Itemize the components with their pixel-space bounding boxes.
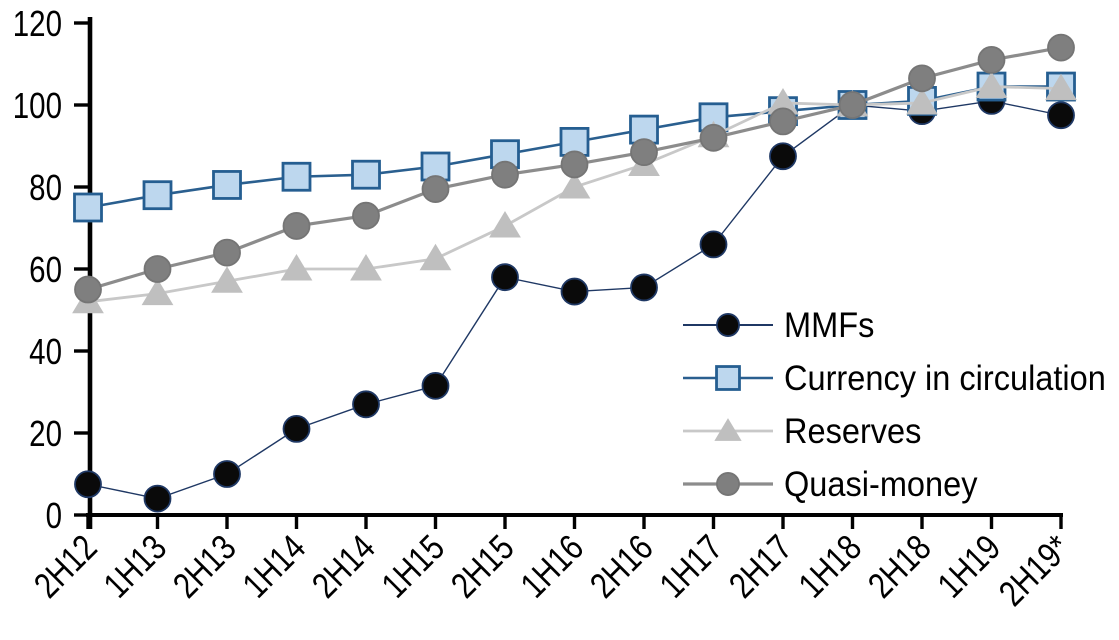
data-point-quasi-money (699, 123, 728, 152)
series-quasi-money (74, 33, 1075, 304)
data-point-mmfs (352, 390, 380, 419)
x-tick-label: 2H13 (165, 527, 243, 605)
x-tick-label: 1H19 (929, 527, 1007, 605)
data-point-quasi-money (560, 150, 589, 179)
data-point-reserves (141, 278, 174, 306)
legend-marker-currency-in-circulation (715, 365, 741, 391)
data-point-quasi-money (213, 238, 241, 267)
legend-label: MMFs (784, 306, 874, 345)
x-tick-label: 1H13 (95, 527, 173, 605)
legend-label: Reserves (784, 412, 921, 451)
y-tick-label: 60 (29, 249, 62, 289)
data-point-currency-in-circulation (351, 159, 381, 190)
data-point-quasi-money (282, 212, 311, 240)
data-point-quasi-money (74, 275, 102, 304)
x-tick-label: 1H14 (234, 527, 312, 605)
data-point-quasi-money (630, 138, 658, 167)
data-point-mmfs (699, 230, 728, 259)
x-axis: 2H121H132H131H142H141H152H151H162H161H17… (26, 513, 1078, 614)
x-tick-label: 2H16 (582, 527, 660, 605)
legend-item-mmfs: MMFs (683, 306, 874, 345)
data-point-currency-in-circulation (73, 192, 103, 223)
data-point-quasi-money (491, 160, 519, 189)
data-point-mmfs (1047, 101, 1075, 130)
data-point-mmfs (630, 273, 658, 302)
data-point-mmfs (213, 460, 241, 488)
x-tick-label: 1H17 (651, 527, 729, 605)
x-tick-label: 1H15 (373, 527, 451, 605)
legend-item-quasi-money: Quasi-money (683, 465, 978, 504)
series-reserves (72, 71, 1077, 314)
legend-item-reserves: Reserves (683, 412, 921, 451)
data-point-reserves (280, 254, 313, 281)
data-point-mmfs (560, 277, 589, 306)
x-tick-label: 1H18 (790, 527, 868, 605)
y-tick-label: 20 (29, 413, 62, 453)
data-point-reserves (350, 254, 382, 281)
x-tick-label: 2H19* (991, 527, 1078, 614)
data-point-mmfs (421, 371, 450, 400)
data-point-reserves (558, 172, 591, 199)
data-point-reserves (489, 210, 521, 238)
legend-marker-quasi-money (716, 472, 740, 496)
data-point-currency-in-circulation (281, 161, 312, 192)
data-point-reserves (1045, 73, 1077, 101)
x-tick-label: 2H17 (721, 527, 799, 605)
x-tick-label: 2H12 (26, 527, 104, 605)
data-point-mmfs (74, 470, 102, 499)
data-point-mmfs (491, 263, 519, 292)
data-point-quasi-money (1047, 33, 1075, 62)
legend-item-currency-in-circulation: Currency in circulation (683, 359, 1106, 398)
y-tick-label: 0 (46, 495, 62, 535)
legend-label: Currency in circulation (784, 359, 1106, 398)
data-point-reserves (975, 71, 1008, 99)
data-point-quasi-money (977, 46, 1006, 74)
legend-label: Quasi-money (784, 465, 978, 504)
legend-marker-mmfs (716, 313, 740, 337)
data-point-reserves (211, 266, 243, 293)
y-tick-label: 100 (13, 85, 62, 125)
legend-marker-reserves (714, 418, 742, 441)
x-tick-label: 2H14 (304, 527, 382, 605)
series-mmfs (74, 87, 1075, 513)
data-point-quasi-money (352, 201, 380, 230)
x-tick-label: 2H15 (443, 527, 521, 605)
data-point-quasi-money (769, 107, 797, 136)
data-point-currency-in-circulation (142, 180, 173, 211)
y-tick-label: 80 (29, 167, 62, 207)
data-point-quasi-money (838, 91, 867, 119)
data-point-reserves (906, 87, 938, 115)
data-point-quasi-money (143, 255, 172, 283)
x-tick-label: 1H16 (512, 527, 590, 605)
data-point-quasi-money (908, 64, 936, 93)
data-point-reserves (419, 243, 452, 271)
y-tick-label: 40 (29, 331, 62, 371)
data-point-mmfs (282, 414, 311, 443)
data-point-mmfs (769, 142, 797, 171)
legend: MMFs Currency in circulation Reserves Quasi… (683, 306, 1106, 504)
y-tick-label: 120 (13, 3, 62, 43)
data-point-quasi-money (421, 175, 450, 203)
y-axis: 0 20 40 60 80 100 120 (13, 3, 93, 536)
data-point-mmfs (143, 484, 172, 513)
x-tick-label: 2H18 (860, 527, 938, 605)
data-point-currency-in-circulation (212, 170, 242, 200)
